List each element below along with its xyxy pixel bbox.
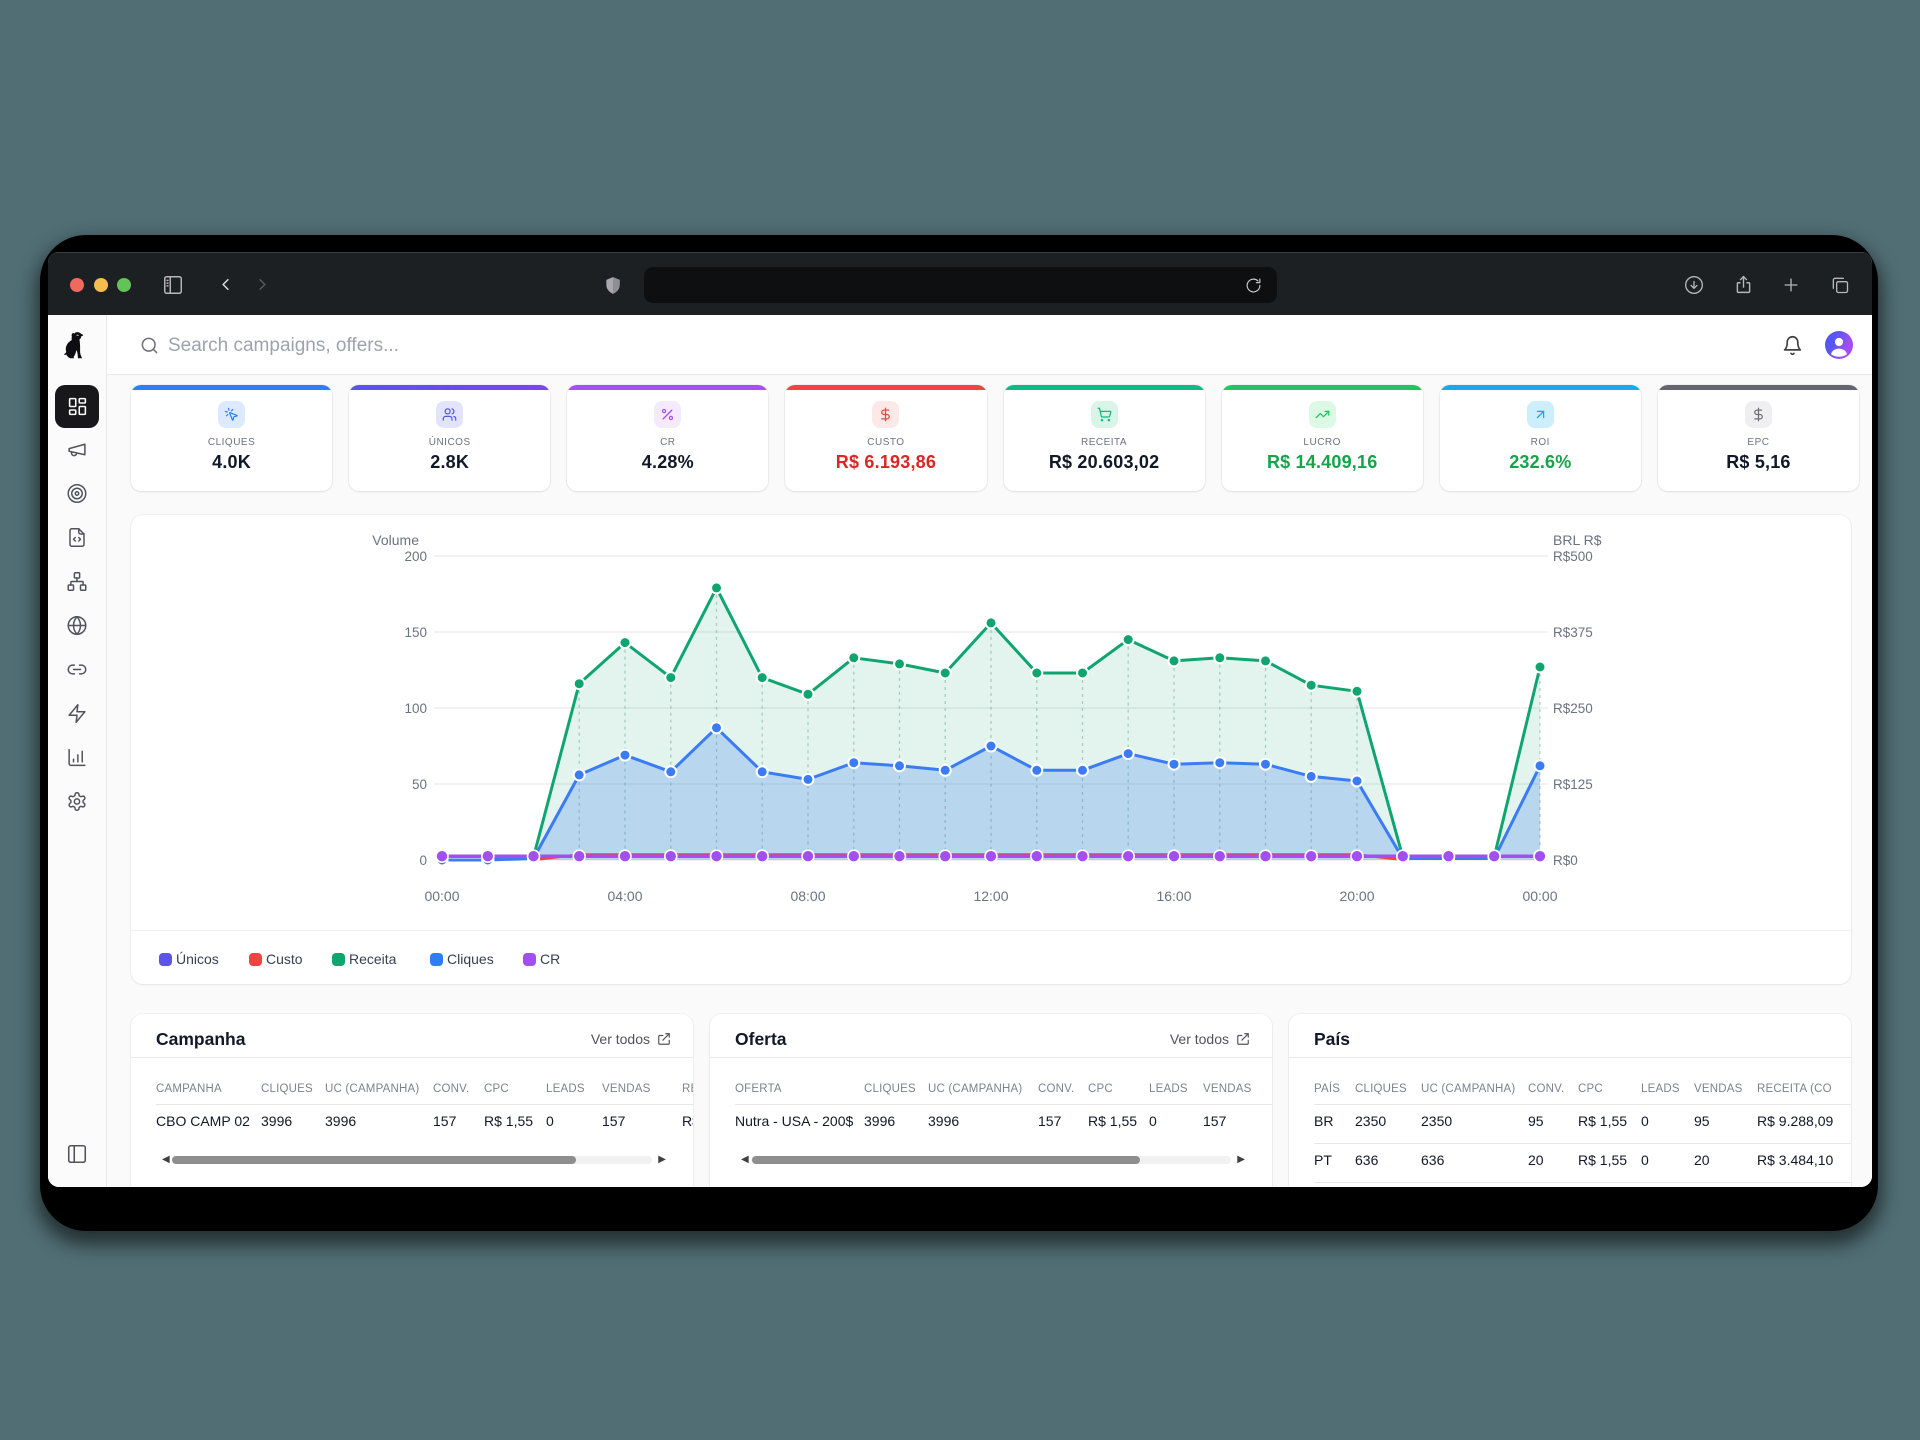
svg-text:0: 0 — [419, 853, 427, 868]
svg-text:16:00: 16:00 — [1156, 888, 1191, 904]
svg-text:R$375: R$375 — [1553, 625, 1593, 640]
svg-text:200: 200 — [404, 549, 427, 564]
svg-text:12:00: 12:00 — [973, 888, 1008, 904]
svg-text:R$0: R$0 — [1553, 853, 1578, 868]
svg-text:00:00: 00:00 — [1522, 888, 1557, 904]
svg-text:08:00: 08:00 — [790, 888, 825, 904]
svg-text:R$250: R$250 — [1553, 701, 1593, 716]
svg-text:20:00: 20:00 — [1339, 888, 1374, 904]
svg-text:04:00: 04:00 — [607, 888, 642, 904]
svg-text:BRL R$: BRL R$ — [1553, 532, 1602, 548]
svg-text:Volume: Volume — [372, 532, 419, 548]
svg-text:100: 100 — [404, 701, 427, 716]
svg-text:R$500: R$500 — [1553, 549, 1593, 564]
svg-text:150: 150 — [404, 625, 427, 640]
svg-text:50: 50 — [412, 777, 427, 792]
svg-text:R$125: R$125 — [1553, 777, 1593, 792]
svg-text:00:00: 00:00 — [424, 888, 459, 904]
